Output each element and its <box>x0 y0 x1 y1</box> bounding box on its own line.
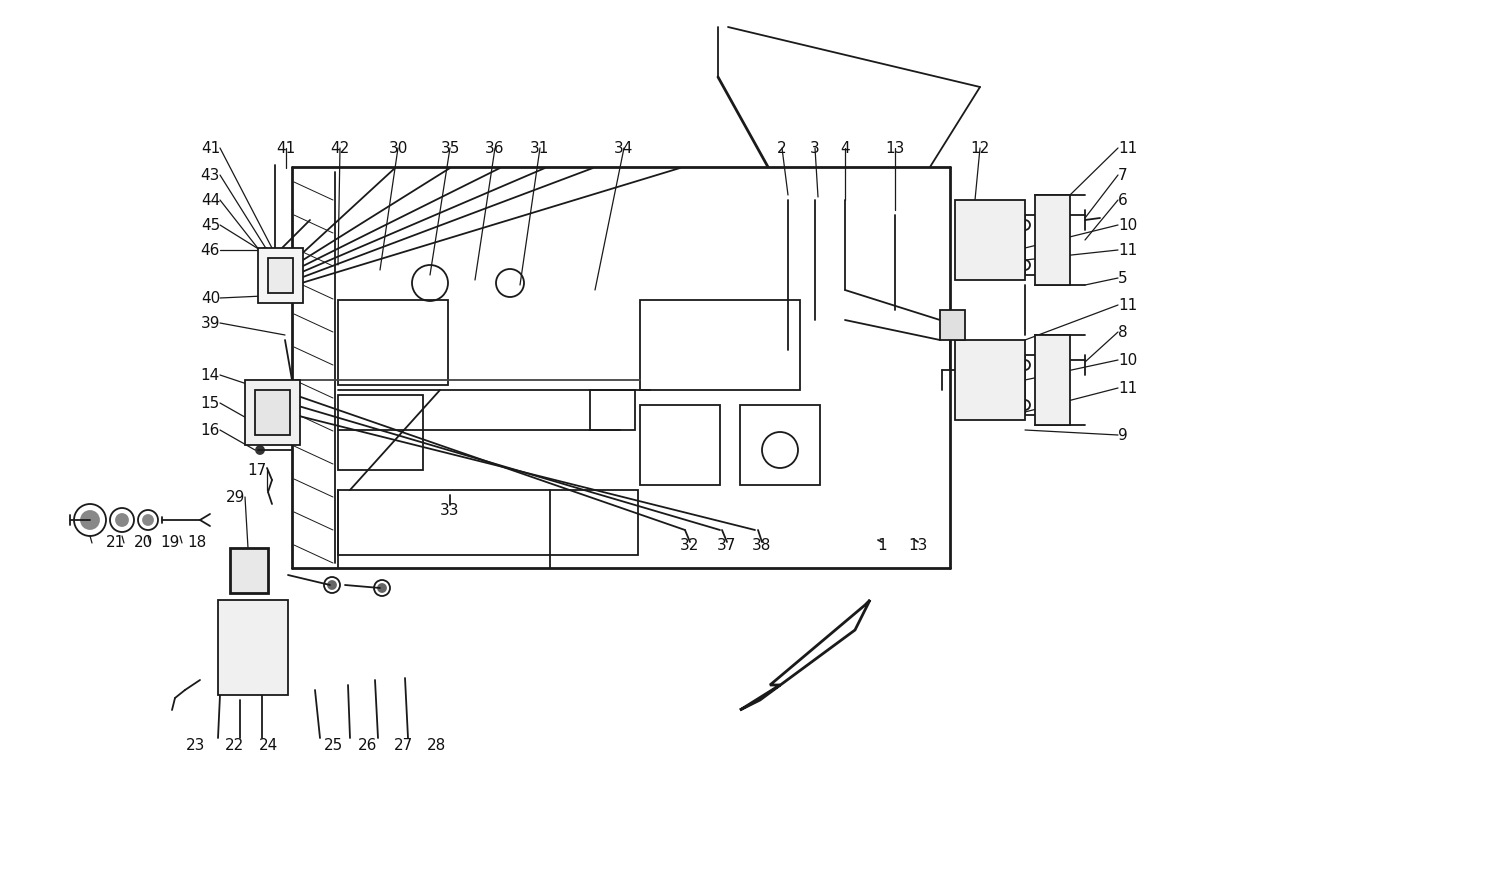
Circle shape <box>81 511 99 529</box>
Text: 16: 16 <box>201 422 220 437</box>
Circle shape <box>74 504 106 536</box>
Text: 39: 39 <box>201 315 220 331</box>
Text: 32: 32 <box>681 537 699 552</box>
Bar <box>338 490 638 555</box>
Bar <box>1035 335 1070 425</box>
Text: 13: 13 <box>885 141 904 156</box>
Text: 45: 45 <box>201 217 220 233</box>
Bar <box>230 548 268 593</box>
Text: 46: 46 <box>201 242 220 257</box>
Text: 44: 44 <box>201 192 220 208</box>
Circle shape <box>378 584 386 592</box>
Polygon shape <box>740 600 870 710</box>
Text: 42: 42 <box>330 141 350 156</box>
Text: 31: 31 <box>531 141 549 156</box>
Text: 6: 6 <box>1118 192 1128 208</box>
Bar <box>590 390 634 430</box>
Text: 26: 26 <box>358 738 378 753</box>
Circle shape <box>116 514 128 526</box>
Text: 27: 27 <box>393 738 412 753</box>
Text: 41: 41 <box>276 141 296 156</box>
Text: 2: 2 <box>777 141 788 156</box>
Bar <box>338 395 423 470</box>
Text: 11: 11 <box>1118 242 1137 257</box>
Text: 7: 7 <box>1118 168 1128 183</box>
Bar <box>956 200 1024 280</box>
Text: 1: 1 <box>878 537 886 552</box>
Bar <box>740 405 821 485</box>
Circle shape <box>142 515 153 525</box>
Text: 28: 28 <box>426 738 445 753</box>
Text: 25: 25 <box>324 738 342 753</box>
Text: 22: 22 <box>225 738 243 753</box>
Text: 11: 11 <box>1118 141 1137 156</box>
Text: 11: 11 <box>1118 298 1137 313</box>
Circle shape <box>328 581 336 589</box>
Text: 35: 35 <box>441 141 459 156</box>
Text: 38: 38 <box>753 537 771 552</box>
Text: 34: 34 <box>615 141 633 156</box>
Circle shape <box>110 508 134 532</box>
Text: 23: 23 <box>186 738 206 753</box>
Text: 41: 41 <box>201 141 220 156</box>
Text: 37: 37 <box>717 537 736 552</box>
Text: 33: 33 <box>441 503 459 518</box>
Bar <box>1035 195 1070 285</box>
Text: 15: 15 <box>201 396 220 411</box>
Text: 4: 4 <box>840 141 850 156</box>
Text: 17: 17 <box>248 462 267 478</box>
Text: 13: 13 <box>909 537 927 552</box>
Text: 19: 19 <box>160 535 180 550</box>
Circle shape <box>256 446 264 454</box>
Text: 9: 9 <box>1118 428 1128 443</box>
Circle shape <box>324 577 340 593</box>
Text: 12: 12 <box>970 141 990 156</box>
Bar <box>940 310 964 340</box>
Bar <box>640 405 720 485</box>
Circle shape <box>374 580 390 596</box>
Text: 8: 8 <box>1118 324 1128 339</box>
Circle shape <box>138 510 158 530</box>
Bar <box>338 300 448 385</box>
Text: 36: 36 <box>486 141 504 156</box>
Text: 5: 5 <box>1118 271 1128 285</box>
Text: 18: 18 <box>188 535 207 550</box>
Bar <box>255 390 290 435</box>
Text: 10: 10 <box>1118 217 1137 233</box>
Text: 20: 20 <box>134 535 153 550</box>
Bar <box>217 600 288 695</box>
Text: 14: 14 <box>201 367 220 382</box>
Text: 29: 29 <box>225 489 245 504</box>
Bar <box>956 340 1024 420</box>
Text: 21: 21 <box>105 535 125 550</box>
Circle shape <box>260 248 270 258</box>
Text: 24: 24 <box>258 738 278 753</box>
Bar <box>258 248 303 303</box>
Text: 11: 11 <box>1118 380 1137 396</box>
Bar <box>640 300 800 390</box>
Bar <box>268 258 292 293</box>
Text: 10: 10 <box>1118 353 1137 367</box>
Text: 30: 30 <box>388 141 408 156</box>
Text: 3: 3 <box>810 141 820 156</box>
Text: 43: 43 <box>201 168 220 183</box>
Bar <box>244 380 300 445</box>
Text: 40: 40 <box>201 290 220 306</box>
